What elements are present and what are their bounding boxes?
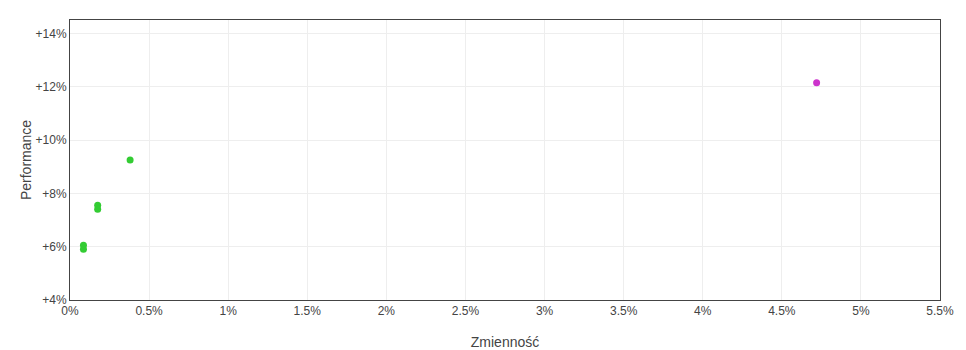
svg-text:+4%: +4% [42,293,67,307]
svg-text:3%: 3% [536,304,554,318]
svg-text:+10%: +10% [36,133,67,147]
svg-text:4%: 4% [694,304,712,318]
svg-text:Zmienność: Zmienność [471,334,539,350]
svg-text:Performance: Performance [18,120,34,200]
svg-text:2.5%: 2.5% [452,304,480,318]
svg-text:1%: 1% [220,304,238,318]
svg-text:5%: 5% [852,304,870,318]
svg-text:+14%: +14% [36,27,67,41]
svg-text:0.5%: 0.5% [135,304,163,318]
svg-text:4.5%: 4.5% [768,304,796,318]
svg-text:5.5%: 5.5% [926,304,954,318]
svg-text:+8%: +8% [42,187,67,201]
svg-text:+6%: +6% [42,240,67,254]
svg-text:2%: 2% [378,304,396,318]
svg-text:3.5%: 3.5% [610,304,638,318]
svg-text:+12%: +12% [36,80,67,94]
svg-text:1.5%: 1.5% [294,304,322,318]
svg-text:0%: 0% [61,304,79,318]
